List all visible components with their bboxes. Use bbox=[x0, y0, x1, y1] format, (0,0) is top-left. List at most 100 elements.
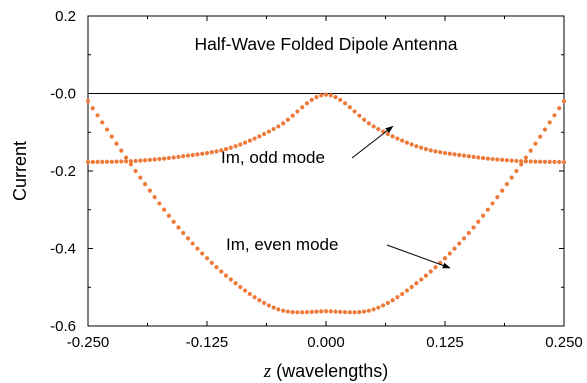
data-point bbox=[166, 213, 172, 218]
data-point bbox=[128, 162, 133, 167]
data-point bbox=[523, 159, 529, 164]
data-point bbox=[552, 159, 557, 165]
data-point bbox=[233, 281, 238, 286]
data-point bbox=[395, 136, 400, 141]
data-point bbox=[514, 168, 519, 174]
data-point bbox=[242, 140, 248, 145]
series-odd-mode bbox=[85, 92, 567, 165]
data-point bbox=[447, 251, 452, 256]
data-point bbox=[185, 153, 191, 158]
data-point bbox=[404, 288, 410, 293]
data-point bbox=[366, 121, 371, 126]
data-point bbox=[500, 157, 505, 163]
data-point bbox=[466, 230, 471, 236]
data-point bbox=[442, 256, 448, 261]
data-point bbox=[480, 155, 486, 161]
data-point bbox=[195, 152, 200, 157]
data-point bbox=[419, 145, 424, 150]
data-point bbox=[490, 201, 495, 206]
data-point bbox=[276, 307, 281, 312]
data-point bbox=[200, 151, 205, 156]
data-point bbox=[338, 97, 343, 102]
data-point bbox=[314, 309, 319, 314]
data-point bbox=[114, 159, 119, 164]
data-point bbox=[252, 136, 257, 141]
plot-frame bbox=[87, 15, 565, 327]
data-point bbox=[281, 121, 286, 126]
data-point bbox=[104, 127, 110, 132]
data-point bbox=[85, 159, 91, 165]
data-point bbox=[381, 303, 386, 308]
data-point bbox=[228, 277, 233, 282]
data-point bbox=[195, 246, 200, 251]
x-tick-label: -0.250 bbox=[67, 334, 110, 351]
data-point bbox=[176, 154, 181, 160]
data-point bbox=[104, 159, 110, 164]
data-point bbox=[281, 308, 286, 313]
data-point bbox=[166, 155, 172, 161]
data-point bbox=[400, 138, 405, 143]
data-point bbox=[228, 145, 233, 150]
data-point bbox=[423, 147, 429, 152]
data-point bbox=[323, 309, 329, 314]
data-point bbox=[504, 182, 509, 187]
data-point bbox=[342, 101, 348, 106]
data-point bbox=[376, 305, 381, 310]
annotation-arrow bbox=[386, 244, 451, 269]
data-point bbox=[385, 131, 390, 137]
data-point bbox=[538, 134, 543, 139]
data-point bbox=[95, 113, 100, 118]
data-point bbox=[433, 265, 438, 270]
data-point bbox=[295, 310, 300, 315]
data-point bbox=[428, 148, 433, 153]
data-point bbox=[123, 155, 129, 160]
data-point bbox=[200, 251, 205, 256]
data-point bbox=[452, 152, 457, 157]
data-point bbox=[204, 150, 210, 156]
data-point bbox=[561, 159, 567, 165]
data-point bbox=[128, 159, 133, 164]
data-point bbox=[138, 175, 143, 180]
data-point bbox=[457, 241, 462, 246]
data-point bbox=[257, 134, 262, 139]
data-point bbox=[347, 105, 352, 110]
x-tick-label: 0.000 bbox=[307, 334, 345, 351]
data-point bbox=[285, 309, 291, 314]
data-point bbox=[447, 151, 452, 156]
data-point bbox=[376, 126, 381, 132]
chart-title: Half-Wave Folded Dipole Antenna bbox=[195, 34, 458, 54]
data-point bbox=[461, 236, 467, 241]
data-point bbox=[557, 106, 562, 111]
data-point bbox=[347, 310, 352, 315]
data-point bbox=[171, 219, 176, 224]
series-layer bbox=[85, 92, 567, 315]
data-point bbox=[390, 298, 395, 303]
data-point bbox=[333, 309, 338, 314]
y-ticks bbox=[88, 15, 564, 327]
data-point bbox=[357, 113, 362, 118]
data-point bbox=[400, 291, 405, 297]
data-point bbox=[504, 158, 509, 163]
data-point bbox=[162, 156, 167, 161]
data-point bbox=[262, 131, 267, 137]
data-point bbox=[138, 158, 143, 163]
data-point bbox=[247, 291, 252, 297]
data-point bbox=[314, 95, 319, 100]
annotation-layer: Im, odd mode Im, even mode bbox=[221, 125, 451, 269]
data-point bbox=[476, 155, 481, 160]
data-point bbox=[204, 256, 210, 261]
data-point bbox=[428, 269, 433, 274]
data-point bbox=[219, 148, 224, 153]
data-point bbox=[461, 153, 467, 158]
data-point bbox=[533, 159, 538, 164]
data-point bbox=[419, 277, 424, 282]
data-point bbox=[85, 99, 91, 104]
data-point bbox=[414, 281, 419, 286]
annotation-label: Im, odd mode bbox=[221, 148, 325, 167]
data-point bbox=[214, 265, 219, 270]
x-tick-label: 0.125 bbox=[426, 334, 464, 351]
data-point bbox=[438, 150, 443, 155]
data-point bbox=[309, 309, 314, 314]
data-point bbox=[157, 201, 162, 206]
